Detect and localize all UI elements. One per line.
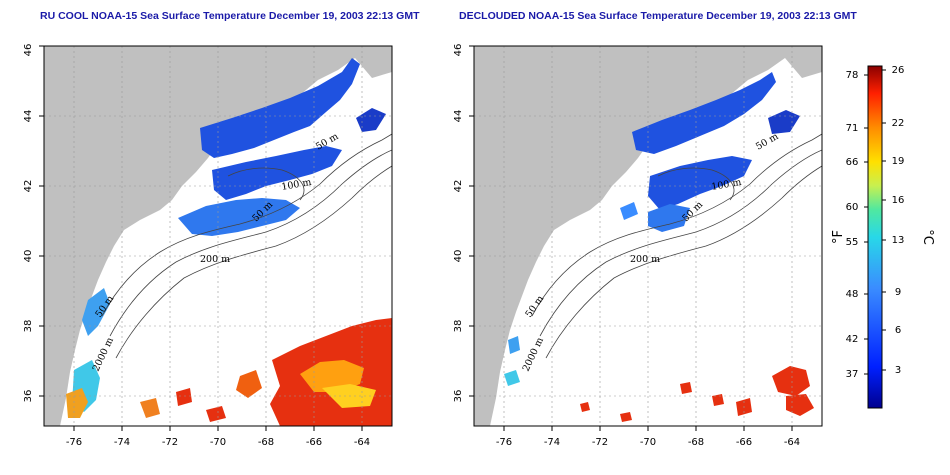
right-map-y-tick: 36 [453,390,464,403]
colorbar-c-tick: 19 [892,156,905,167]
right-map-title: DECLOUDED NOAA-15 Sea Surface Temperatur… [459,10,857,22]
left-map-grid [44,46,392,426]
colorbar-c-tick: 9 [895,287,901,298]
left-map-x-tick: -76 [66,437,82,448]
left-map-coastal-sst [66,288,110,418]
left-map-panel: 50 m 100 m 50 m 200 m 50 m 2000 m -76 -7… [23,44,393,448]
left-map-contour-label-100m: 100 m [281,177,313,193]
colorbar-tick-marks [864,69,886,375]
colorbar-f-tick: 60 [846,202,859,213]
right-map-x-tick: -74 [544,437,560,448]
left-map-contour-label-200m: 200 m [200,254,230,265]
right-map-panel: 50 m 100 m 50 m 200 m 50 m 2000 m -76 -7… [453,44,823,448]
right-map-x-tick: -66 [736,437,752,448]
left-map-x-tick: -70 [210,437,226,448]
left-map-cold-sst [178,58,386,236]
colorbar-f-tick: 55 [846,237,859,248]
right-map-y-tick: 38 [453,320,464,333]
colorbar-c-tick: 26 [892,65,905,76]
colorbar-f-tick: 37 [846,369,859,380]
colorbar-c-tick: 6 [895,325,901,336]
right-map-y-tick: 42 [453,180,464,193]
left-map-warm-sst [140,318,392,426]
right-map-x-tick: -72 [592,437,608,448]
colorbar: 78 71 66 60 55 48 42 37 26 22 19 16 13 9… [831,65,935,409]
left-map-x-tick: -64 [354,437,370,448]
right-map-cold-sst [620,72,800,232]
left-map-y-tick: 40 [23,250,34,263]
left-map-y-tick: 42 [23,180,34,193]
left-map-land [44,46,392,426]
right-map-coastal-sst [504,336,520,386]
right-map-warm-sst [580,366,814,422]
right-map-x-tick: -64 [784,437,800,448]
colorbar-c-tick: 22 [892,118,905,129]
right-map-contour-label-100m: 100 m [711,177,743,193]
colorbar-fahrenheit-label: °F [831,230,846,244]
right-map-y-tick: 44 [453,110,464,123]
right-map-x-tick: -70 [640,437,656,448]
colorbar-f-tick: 66 [846,157,859,168]
left-map-y-tick: 36 [23,390,34,403]
right-map-x-tick: -76 [496,437,512,448]
colorbar-celsius-label: °C [920,229,935,245]
colorbar-f-tick: 42 [846,334,859,345]
left-map-y-tick: 46 [23,44,34,57]
left-map-x-tick: -66 [306,437,322,448]
right-map-contours [531,133,822,359]
right-map-y-tick: 40 [453,250,464,263]
left-map-x-tick: -74 [114,437,130,448]
right-map-y-tick: 46 [453,44,464,57]
colorbar-c-tick: 3 [895,365,901,376]
right-map-x-tick: -68 [688,437,704,448]
colorbar-f-tick: 48 [846,289,859,300]
colorbar-f-tick: 71 [846,123,859,134]
right-map-grid [474,46,822,426]
right-map-tick-marks [469,45,793,431]
right-map-contour-label-200m: 200 m [630,254,660,265]
colorbar-c-tick: 16 [892,195,905,206]
left-map-contours [101,133,392,359]
colorbar-c-tick: 13 [892,235,905,246]
colorbar-f-tick: 78 [846,70,859,81]
left-map-x-tick: -72 [162,437,178,448]
colorbar-gradient [867,65,883,409]
left-map-y-tick: 44 [23,110,34,123]
right-map-land [474,46,822,426]
left-map-x-tick: -68 [258,437,274,448]
left-map-tick-marks [39,45,363,431]
left-map-title: RU COOL NOAA-15 Sea Surface Temperature … [40,10,420,22]
left-map-y-tick: 38 [23,320,34,333]
